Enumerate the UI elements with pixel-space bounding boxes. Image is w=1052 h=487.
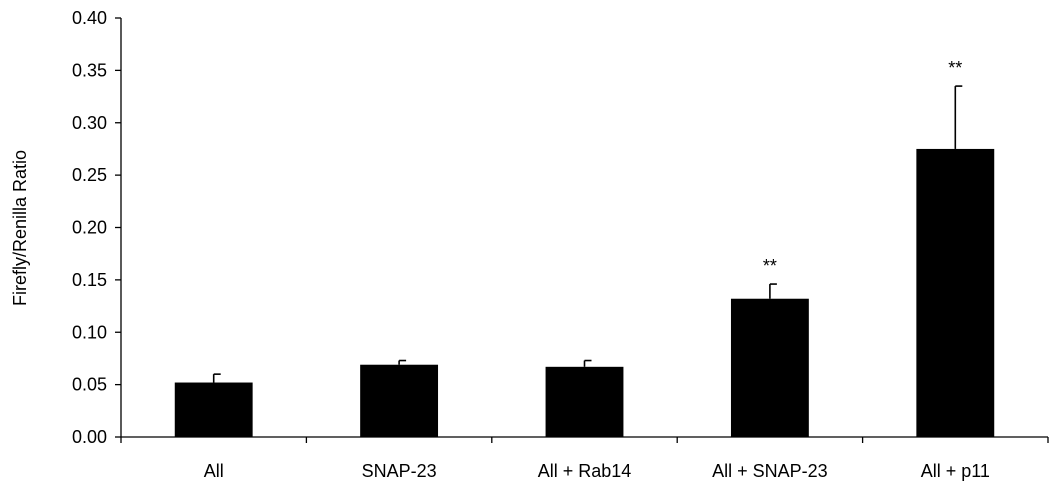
x-category-label: All + Rab14 [538, 461, 632, 481]
x-axis: All SNAP-23 All + Rab14 All + SNAP-23 All + … [120, 436, 1049, 481]
bar [174, 382, 253, 437]
y-tick-label: 0.00 [72, 427, 107, 447]
y-tick-label: 0.35 [72, 60, 107, 80]
x-category-label: All + SNAP-23 [712, 461, 828, 481]
significance-label: ** [948, 58, 962, 78]
x-category-label: All [204, 461, 224, 481]
y-tick-label: 0.40 [72, 8, 107, 28]
significance-label: ** [763, 256, 777, 276]
y-axis-title: Firefly/Renilla Ratio [10, 150, 30, 306]
y-tick-label: 0.20 [72, 218, 107, 238]
x-category-label: SNAP-23 [362, 461, 437, 481]
y-axis: 0.00 0.05 0.10 0.15 0.20 0.25 0.30 0.35 0.40 [72, 8, 122, 447]
y-tick-label: 0.25 [72, 165, 107, 185]
y-tick-label: 0.15 [72, 270, 107, 290]
y-tick-label: 0.30 [72, 113, 107, 133]
bar [545, 366, 624, 437]
x-category-label: All + p11 [921, 461, 990, 481]
y-tick-label: 0.05 [72, 375, 107, 395]
bar [360, 364, 439, 437]
bar [730, 298, 809, 437]
bar [916, 148, 995, 437]
y-tick-label: 0.10 [72, 322, 107, 342]
